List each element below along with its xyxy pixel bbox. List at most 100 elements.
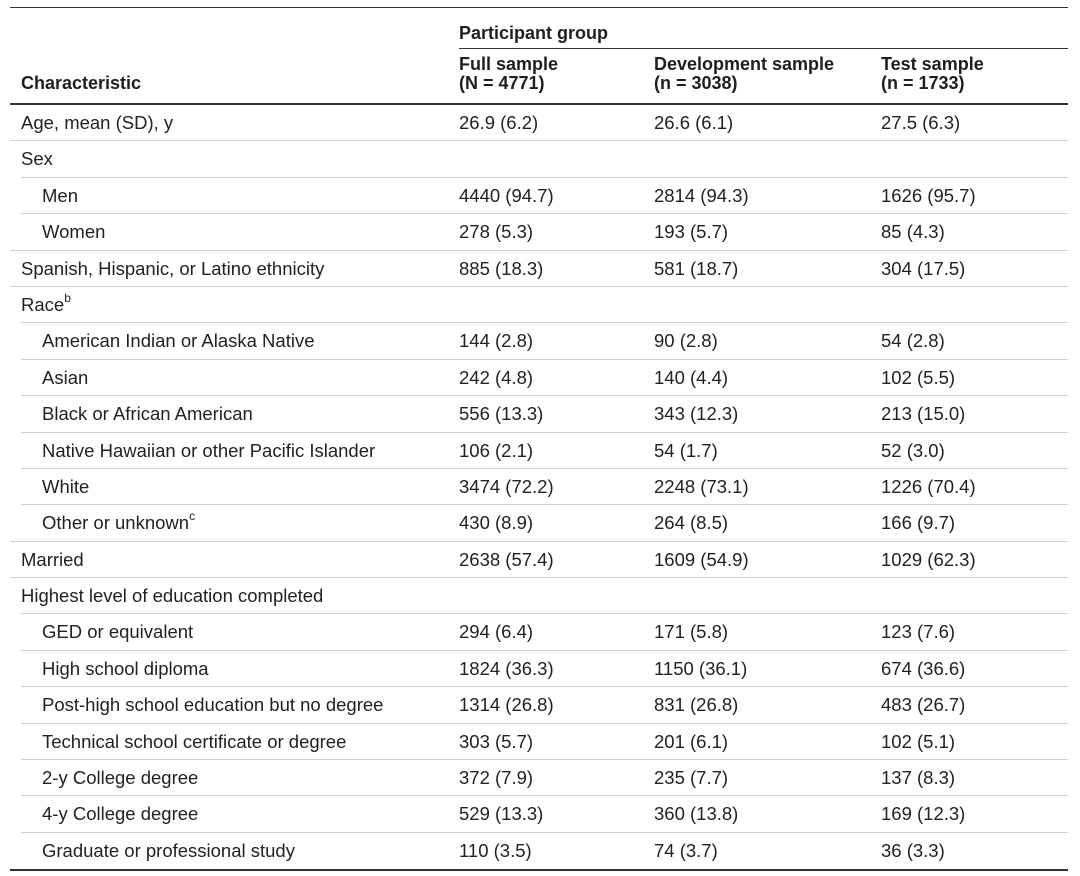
footnote-marker: b [64,290,71,305]
value-cell: 54 (1.7) [654,439,718,461]
table-body: Age, mean (SD), y 26.9 (6.2) 26.6 (6.1) 27.… [10,105,1068,869]
table-row: Spanish, Hispanic, or Latino ethnicity 88… [10,251,1068,287]
row-label: High school diploma [42,657,209,679]
table-row: Highest level of education completed [10,578,1068,615]
row-divider [21,613,1068,615]
value-cell: 294 (6.4) [459,621,534,643]
row-label-cell: Men [42,185,78,207]
row-divider [21,831,1068,833]
row-label-cell: Married [21,549,84,571]
value-cell: 137 (8.3) [881,767,956,789]
table-row: High school diploma 1824 (36.3) 1150 (36.1… [10,651,1068,688]
value-cell: 213 (15.0) [881,403,966,425]
row-divider [21,795,1068,797]
table-row: Married 2638 (57.4) 1609 (54.9) 1029 (62.3) [10,542,1068,579]
value-cell: 430 (8.9) [459,512,534,534]
table-row: Asian 242 (4.8) 140 (4.4) 102 (5.5) [10,360,1068,397]
column-header-line1: Full sample [459,54,559,74]
table-row: Raceb [10,287,1068,324]
row-divider [10,249,1068,251]
column-header-line2: (N = 4771) [459,73,545,93]
table-row: American Indian or Alaska Native 144 (2.8… [10,323,1068,360]
row-label: Black or African American [42,403,253,425]
table-row: Sex [10,141,1068,178]
row-label-cell: Technical school certificate or degree [42,731,346,753]
column-header-test-sample: Test sample (n = 1733) [881,55,984,93]
row-label: Women [42,221,106,243]
row-label-cell: Native Hawaiian or other Pacific Islande… [42,440,375,462]
column-header-development-sample: Development sample (n = 3038) [654,55,834,93]
row-label-cell: Age, mean (SD), y [21,112,173,134]
value-cell: 26.9 (6.2) [459,112,539,133]
table-row: Men 4440 (94.7) 2814 (94.3) 1626 (95.7) [10,178,1068,215]
value-cell: 360 (13.8) [654,803,739,825]
table-row: Black or African American 556 (13.3) 343 (… [10,396,1068,433]
header-bottom-rule [10,103,1068,105]
column-header-characteristic: Characteristic [21,74,141,93]
row-label-cell: Sex [21,148,53,170]
table-top-rule [10,7,1068,8]
value-cell: 556 (13.3) [459,403,544,425]
row-label-cell: 4-y College degree [42,803,198,825]
value-cell: 304 (17.5) [881,257,966,279]
value-cell: 27.5 (6.3) [881,112,961,133]
value-cell: 264 (8.5) [654,512,729,534]
row-divider [10,285,1068,287]
row-divider [10,140,1068,142]
value-cell: 831 (26.8) [654,694,739,716]
row-label: White [42,475,90,497]
value-cell: 171 (5.8) [654,621,729,643]
footnote-marker: c [189,509,196,524]
group-header-rule [459,48,1068,49]
value-cell: 193 (5.7) [654,221,729,243]
value-cell: 85 (4.3) [881,221,945,243]
row-label: Married [21,548,84,570]
table-bottom-rule [10,869,1068,872]
value-cell: 1029 (62.3) [881,548,976,570]
row-label-cell: High school diploma [42,658,209,680]
row-label-cell: Women [42,221,105,243]
value-cell: 52 (3.0) [881,439,945,461]
value-cell: 90 (2.8) [654,330,718,352]
value-cell: 1226 (70.4) [881,475,976,497]
table-row: GED or equivalent 294 (6.4) 171 (5.8) 123 (… [10,614,1068,651]
value-cell: 102 (5.1) [881,730,956,752]
row-label: Post-high school education but no degree [42,694,384,716]
value-cell: 674 (36.6) [881,657,966,679]
value-cell: 169 (12.3) [881,803,966,825]
row-label: Other or unknown [42,512,190,534]
value-cell: 201 (6.1) [654,730,729,752]
table-row: Other or unknownc 430 (8.9) 264 (8.5) 166 (… [10,505,1068,542]
value-cell: 3474 (72.2) [459,475,554,497]
column-header-line2: (n = 1733) [881,73,965,93]
table-row: Technical school certificate or degree 30… [10,724,1068,761]
value-cell: 372 (7.9) [459,767,534,789]
table-row: Graduate or professional study 110 (3.5) 7… [10,833,1068,869]
row-divider [21,395,1068,397]
value-cell: 1609 (54.9) [654,548,749,570]
row-divider [21,176,1068,178]
row-label-cell: American Indian or Alaska Native [42,330,315,352]
table-row: 2-y College degree 372 (7.9) 235 (7.7) 137 … [10,760,1068,797]
value-cell: 1824 (36.3) [459,657,554,679]
value-cell: 26.6 (6.1) [654,112,734,133]
value-cell: 2248 (73.1) [654,475,749,497]
value-cell: 581 (18.7) [654,257,739,279]
value-cell: 140 (4.4) [654,366,729,388]
row-label: Native Hawaiian or other Pacific Islande… [42,439,376,461]
value-cell: 54 (2.8) [881,330,945,352]
row-label-cell: 2-y College degree [42,767,198,789]
row-label-cell: Raceb [21,290,71,316]
row-divider [21,759,1068,761]
row-label: Age, mean (SD), y [21,112,174,133]
row-label: Highest level of education completed [21,585,324,607]
group-header: Participant group [459,23,609,43]
table-row: White 3474 (72.2) 2248 (73.1) 1226 (70.4) [10,469,1068,506]
value-cell: 885 (18.3) [459,257,544,279]
row-label: Sex [21,148,53,170]
table-row: Native Hawaiian or other Pacific Islande… [10,433,1068,469]
value-cell: 2814 (94.3) [654,184,749,206]
value-cell: 343 (12.3) [654,403,739,425]
row-label-cell: Asian [42,367,88,389]
value-cell: 1150 (36.1) [654,657,748,679]
